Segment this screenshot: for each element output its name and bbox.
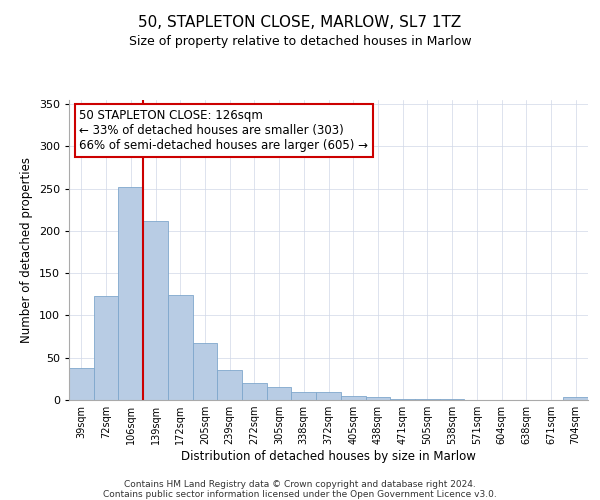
Text: Contains HM Land Registry data © Crown copyright and database right 2024.
Contai: Contains HM Land Registry data © Crown c… [103,480,497,500]
Text: Size of property relative to detached houses in Marlow: Size of property relative to detached ho… [128,35,472,48]
X-axis label: Distribution of detached houses by size in Marlow: Distribution of detached houses by size … [181,450,476,463]
Bar [118,187,143,400]
Bar [94,296,118,400]
Text: 50 STAPLETON CLOSE: 126sqm
← 33% of detached houses are smaller (303)
66% of sem: 50 STAPLETON CLOSE: 126sqm ← 33% of deta… [79,109,368,152]
Text: 50, STAPLETON CLOSE, MARLOW, SL7 1TZ: 50, STAPLETON CLOSE, MARLOW, SL7 1TZ [139,15,461,30]
Bar [292,392,316,400]
Bar [217,370,242,400]
Bar [69,368,94,400]
Bar [365,398,390,400]
Bar [390,399,415,400]
Bar [267,388,292,400]
Y-axis label: Number of detached properties: Number of detached properties [20,157,33,343]
Bar [415,399,440,400]
Bar [563,396,588,400]
Bar [193,344,217,400]
Bar [440,399,464,400]
Bar [143,221,168,400]
Bar [242,383,267,400]
Bar [341,396,365,400]
Bar [168,295,193,400]
Bar [316,392,341,400]
